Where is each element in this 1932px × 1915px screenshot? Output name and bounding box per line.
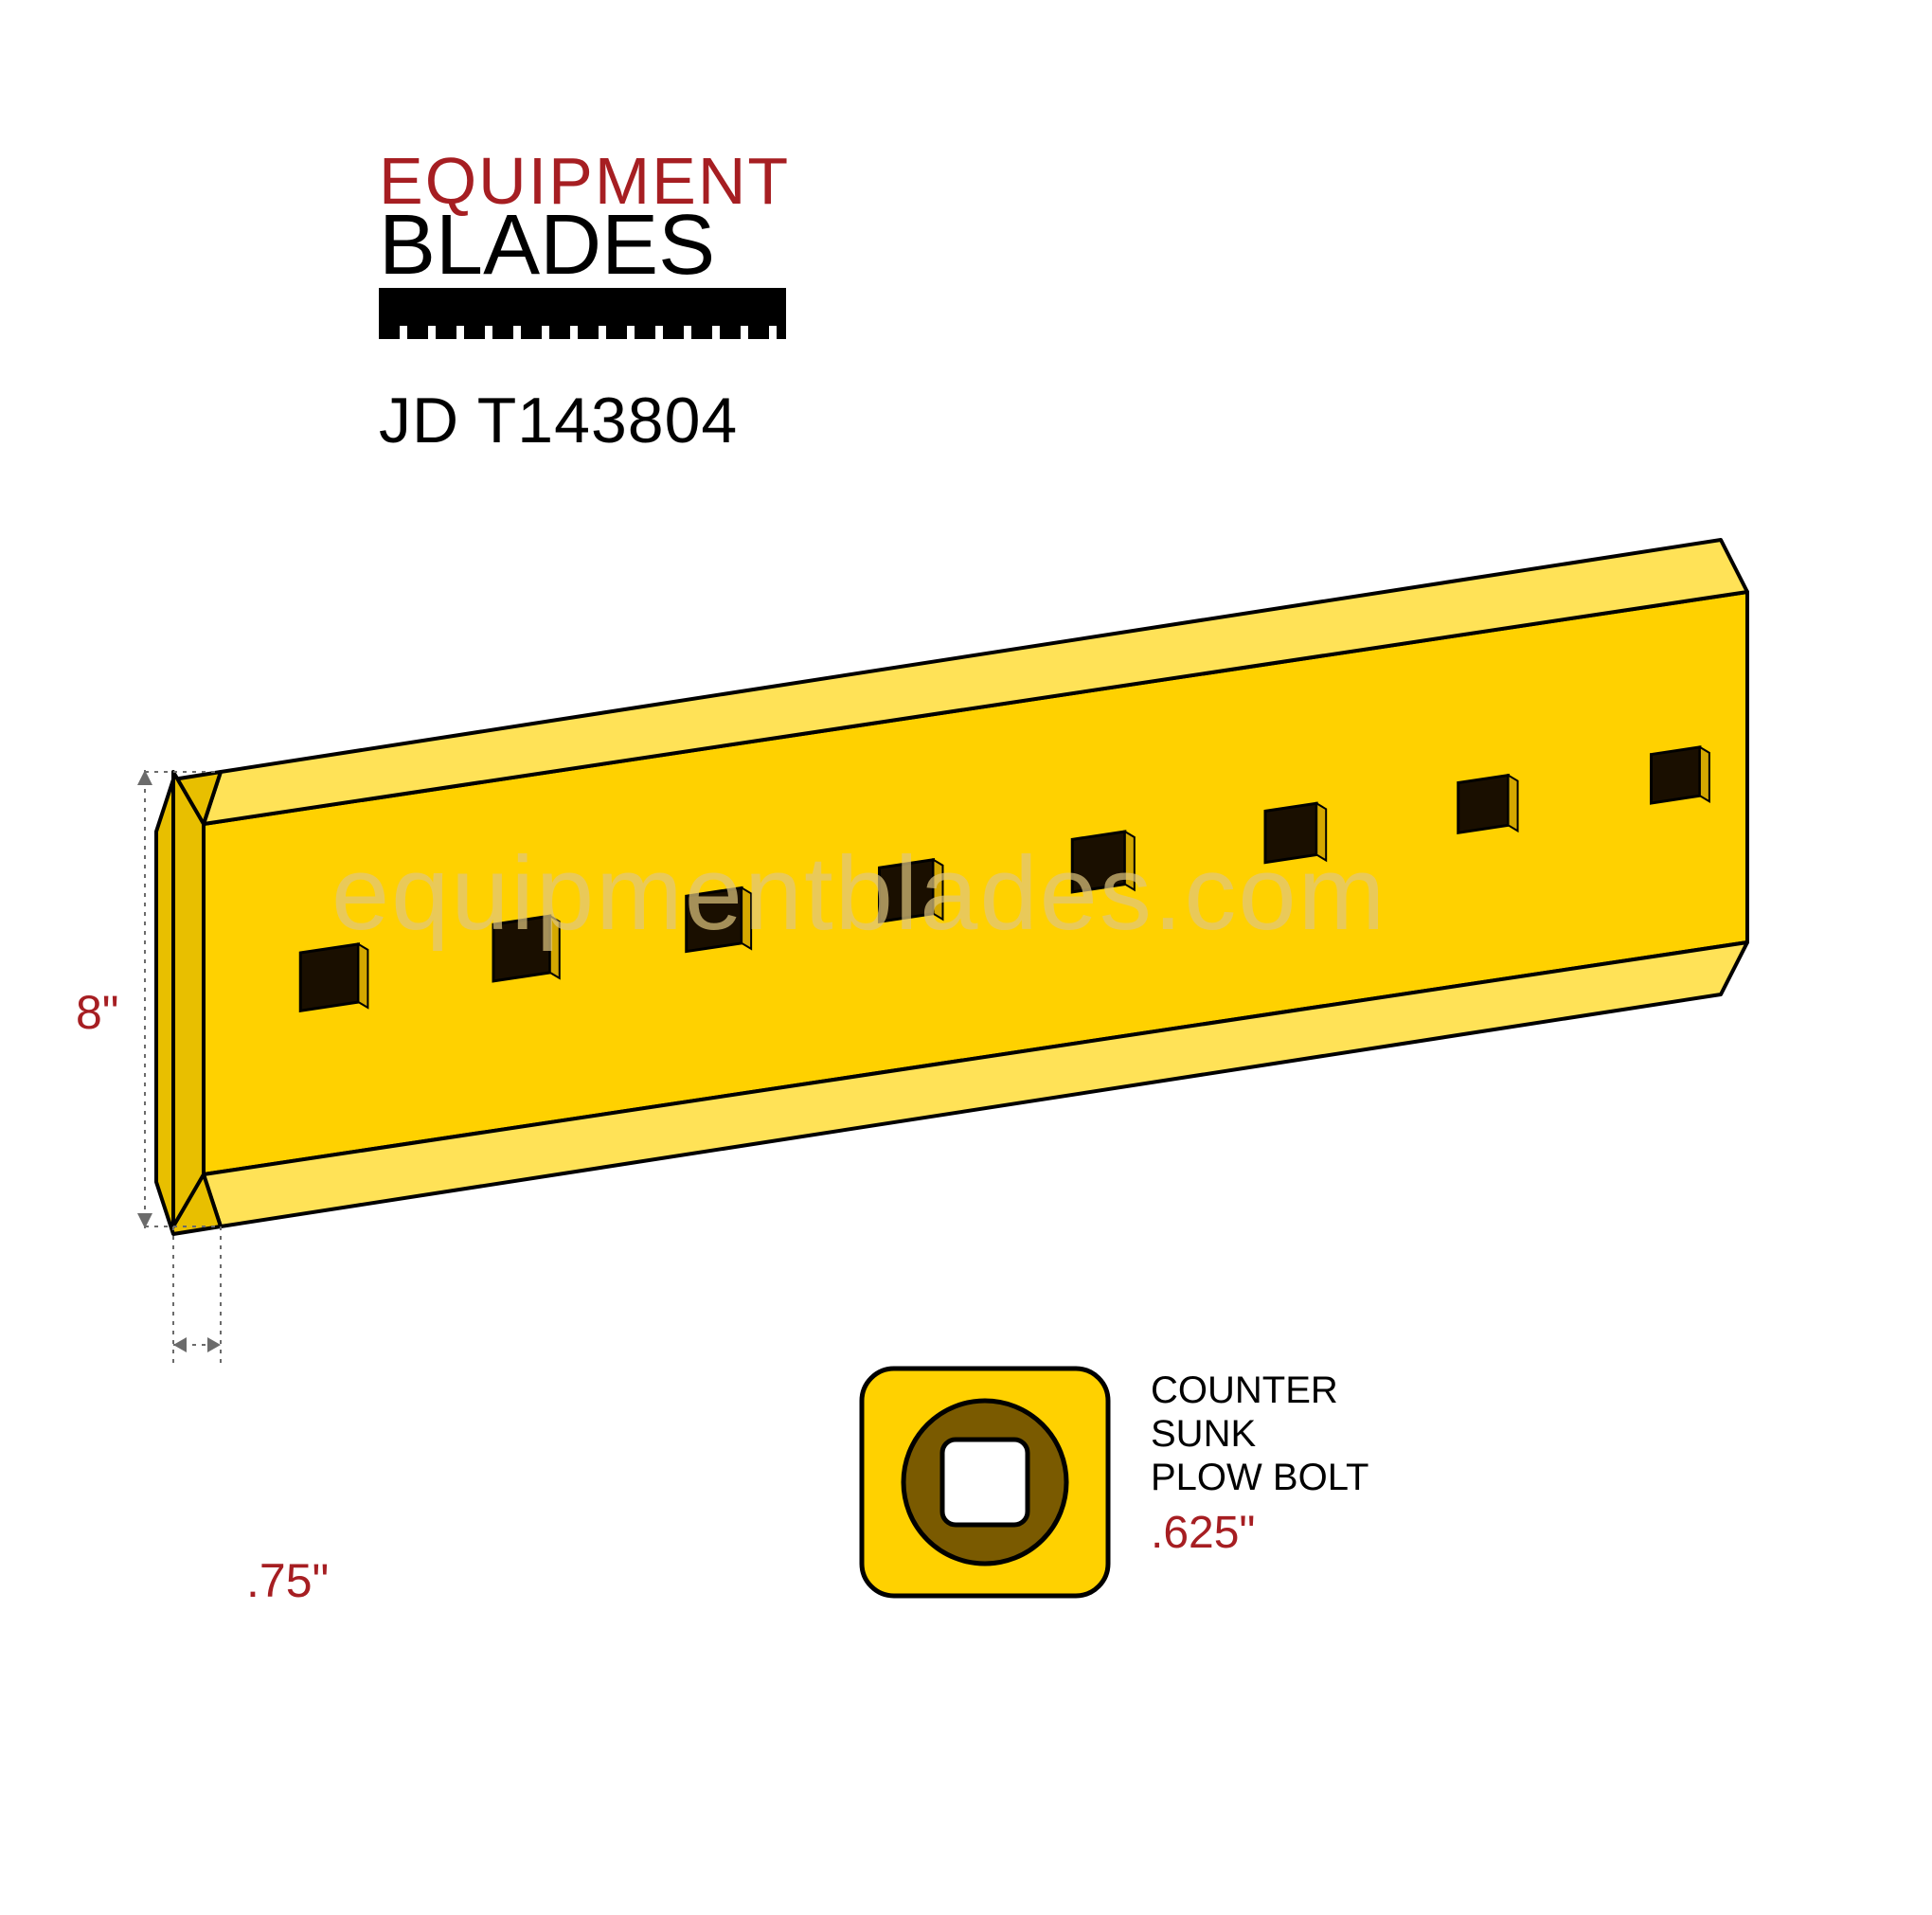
logo-line-2: BLADES (379, 207, 790, 284)
bolt-label-2: SUNK (1151, 1412, 1368, 1456)
bolt-label-3: PLOW BOLT (1151, 1456, 1368, 1499)
bolt-detail (852, 1359, 1118, 1610)
part-number: JD T143804 (379, 384, 738, 457)
blade-svg (137, 511, 1816, 1440)
bolt-label-1: COUNTER (1151, 1369, 1368, 1412)
bolt-svg (852, 1359, 1118, 1605)
blade-diagram (137, 511, 1816, 1193)
brand-logo: EQUIPMENT BLADES (379, 152, 790, 326)
diagram-stage: EQUIPMENT BLADES JD T143804 equipmentbla… (0, 0, 1932, 1915)
dimension-thickness: .75" (246, 1553, 329, 1608)
logo-blade-icon (379, 288, 786, 326)
dimension-height: 8" (76, 985, 119, 1040)
dimension-bolt: .625" (1151, 1507, 1368, 1559)
bolt-label: COUNTER SUNK PLOW BOLT .625" (1151, 1369, 1368, 1559)
